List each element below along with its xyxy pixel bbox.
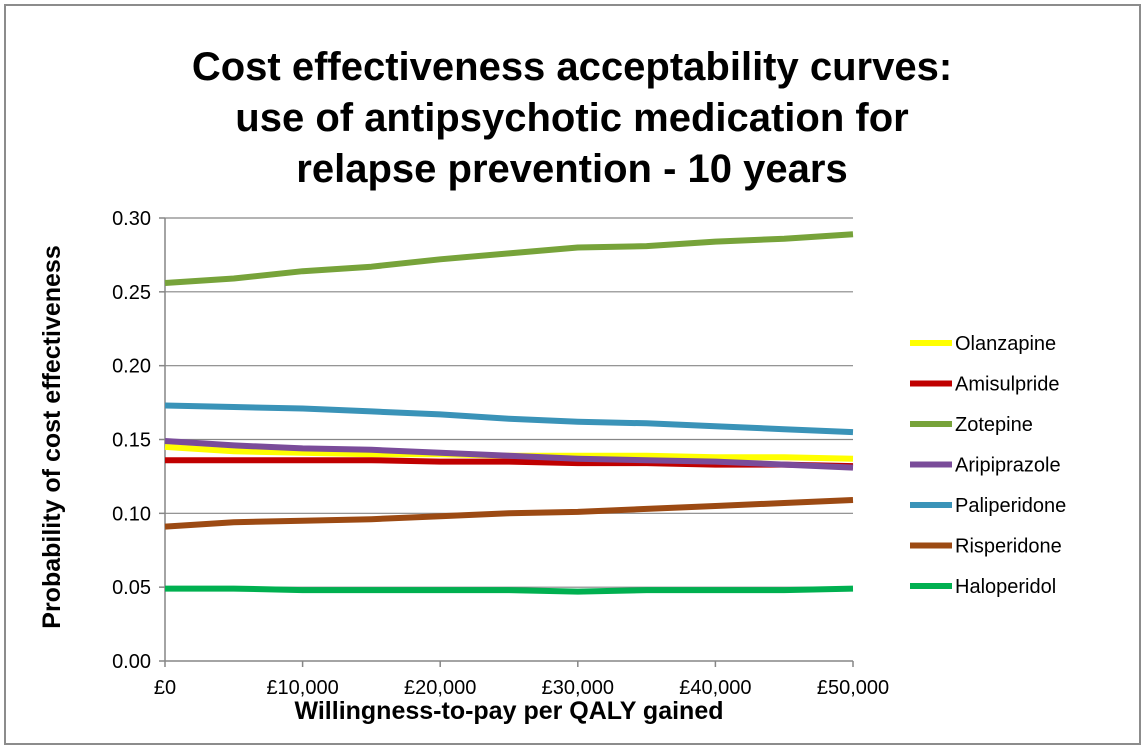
x-tick-label: £10,000 [266,677,338,699]
chart-title-line-2: use of antipsychotic medication for [235,96,908,140]
x-tick-label: £0 [154,677,176,699]
x-tick-label: £20,000 [404,677,476,699]
y-tick-label: 0.25 [112,282,151,304]
series-line-haloperidol [165,585,854,595]
legend-item-paliperidone: Paliperidone [910,495,1066,517]
legend-label: Amisulpride [955,374,1059,396]
chart-title-line-3: relapse prevention - 10 years [296,147,847,191]
legend-label: Haloperidol [955,576,1056,598]
legend-label: Zotepine [955,414,1033,436]
legend-label: Aripiprazole [955,455,1061,477]
series-line-risperidone [164,497,854,530]
x-axis-title: Willingness-to-pay per QALY gained [294,697,723,725]
y-tick-label: 0.10 [112,503,151,525]
y-tick-label: 0.30 [112,208,151,230]
series-line-zotepine [164,231,854,286]
y-tick-labels: 0.00 0.05 0.10 0.15 0.20 0.25 0.30 [112,208,151,673]
series-line-paliperidone [164,402,854,436]
y-tick-label: 0.05 [112,577,151,599]
x-tick-label: £50,000 [817,677,889,699]
legend-item-zotepine: Zotepine [910,414,1033,436]
legend-item-risperidone: Risperidone [910,536,1062,558]
series-line-aripiprazole [164,438,854,471]
legend: Olanzapine Amisulpride Zotepine Aripiprazol… [910,333,1066,598]
chart-title-line-1: Cost effectiveness acceptability curves: [192,45,952,89]
y-tick-label: 0.20 [112,356,151,378]
series-lines [164,231,854,595]
x-tick-label: £40,000 [679,677,751,699]
legend-label: Paliperidone [955,495,1066,517]
legend-item-haloperidol: Haloperidol [910,576,1056,598]
chart-title: Cost effectiveness acceptability curves:… [192,45,952,191]
legend-label: Risperidone [955,536,1062,558]
y-tick-label: 0.15 [112,430,151,452]
y-tick-label: 0.00 [112,651,151,673]
legend-label: Olanzapine [955,333,1056,355]
y-axis-title: Probability of cost effectiveness [38,245,66,628]
axes [159,217,854,667]
legend-item-amisulpride: Amisulpride [910,374,1059,396]
legend-item-aripiprazole: Aripiprazole [910,455,1061,477]
x-tick-label: £30,000 [542,677,614,699]
x-tick-labels: £0 £10,000 £20,000 £30,000 £40,000 £50,000 [154,677,889,699]
chart-svg: Cost effectiveness acceptability curves:… [38,45,1066,725]
legend-item-olanzapine: Olanzapine [910,333,1056,355]
chart-frame: Cost effectiveness acceptability curves:… [4,4,1141,745]
